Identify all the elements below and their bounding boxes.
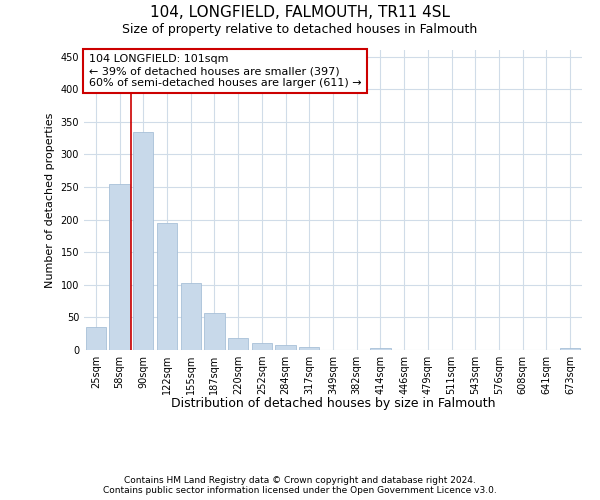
Bar <box>109 184 130 350</box>
Text: Size of property relative to detached houses in Falmouth: Size of property relative to detached ho… <box>122 22 478 36</box>
Bar <box>370 348 391 350</box>
Bar <box>228 338 248 350</box>
Bar <box>133 132 154 350</box>
Text: Contains HM Land Registry data © Crown copyright and database right 2024.
Contai: Contains HM Land Registry data © Crown c… <box>103 476 497 495</box>
Bar <box>86 327 106 350</box>
Text: 104 LONGFIELD: 101sqm
← 39% of detached houses are smaller (397)
60% of semi-det: 104 LONGFIELD: 101sqm ← 39% of detached … <box>89 54 362 88</box>
Bar <box>157 223 177 350</box>
Bar <box>299 348 319 350</box>
Y-axis label: Number of detached properties: Number of detached properties <box>45 112 55 288</box>
Bar <box>252 344 272 350</box>
Bar <box>275 346 296 350</box>
Text: 104, LONGFIELD, FALMOUTH, TR11 4SL: 104, LONGFIELD, FALMOUTH, TR11 4SL <box>150 5 450 20</box>
Bar <box>560 348 580 350</box>
X-axis label: Distribution of detached houses by size in Falmouth: Distribution of detached houses by size … <box>171 397 495 410</box>
Bar <box>181 283 201 350</box>
Bar <box>205 313 224 350</box>
